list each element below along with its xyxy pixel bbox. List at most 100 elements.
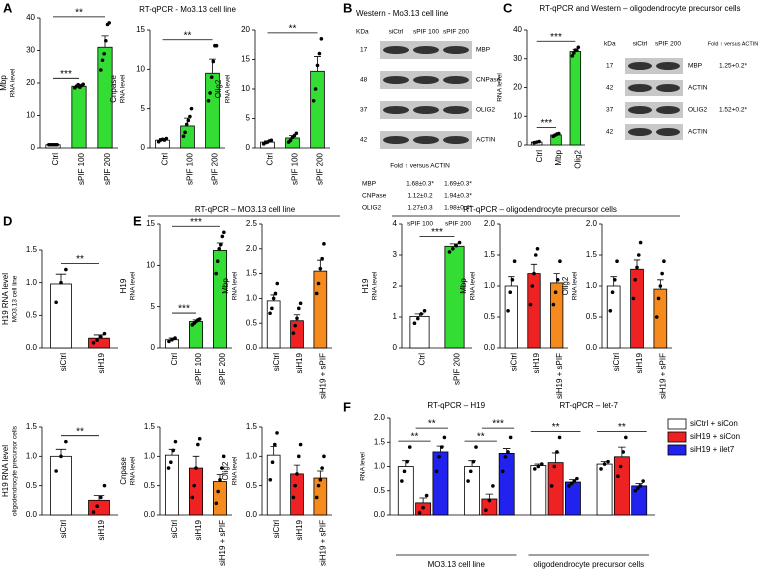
fold-cell: 1.12±0.2: [407, 193, 433, 200]
data-point: [76, 82, 80, 87]
significance-label: ***: [190, 217, 202, 228]
x-tick-label: Ctrl: [266, 153, 275, 166]
data-point: [268, 478, 273, 482]
data-point: [447, 250, 452, 254]
data-point: [296, 306, 301, 311]
y-tick-label: 15: [146, 219, 155, 228]
y-tick-label: 1.0: [374, 462, 386, 471]
data-point: [553, 290, 558, 295]
y-tick-label: 5: [141, 104, 146, 113]
x-tick-label: siCtrl: [170, 520, 179, 538]
y-axis-label: H19 RNA level: [1, 445, 10, 497]
lane-label: sPIF 100: [413, 29, 439, 36]
y-tick-label: 0.5: [26, 481, 38, 490]
y-tick-label: 2: [393, 281, 398, 290]
data-point: [424, 493, 429, 498]
significance-label: **: [289, 23, 297, 34]
x-tick-label: sPIF 200: [316, 152, 325, 185]
data-point: [484, 508, 488, 512]
x-tick-label: Ctrl: [535, 150, 544, 163]
data-point: [55, 142, 59, 147]
error-bar: [553, 273, 560, 283]
data-point: [654, 315, 659, 319]
blot-band: [443, 106, 469, 114]
x-tick-label: siH19 + sPIF: [555, 353, 564, 399]
blot-row-label: OLIG2: [688, 107, 708, 114]
data-point: [555, 450, 559, 454]
data-point: [216, 489, 220, 494]
data-point: [296, 454, 301, 459]
data-point: [635, 265, 639, 270]
significance-label: **: [76, 426, 84, 437]
y-tick-label: 1: [393, 312, 398, 321]
data-point: [320, 256, 324, 261]
data-point: [95, 338, 99, 342]
data-point: [506, 309, 510, 313]
bar: [498, 453, 515, 516]
data-point: [59, 280, 63, 285]
significance-label: ***: [178, 304, 190, 315]
blot-band: [656, 84, 680, 92]
y-tick-label: 0: [518, 140, 523, 149]
data-point: [412, 321, 417, 326]
data-point: [102, 51, 106, 56]
blot-band: [656, 106, 680, 114]
x-tick-label: siH19: [97, 519, 106, 540]
error-bar: [317, 470, 324, 479]
y-tick-label: 10: [513, 111, 522, 120]
fold-cell: 1.68±0.3*: [406, 181, 434, 188]
y-axis-label: MO3.13 cell line: [12, 275, 19, 322]
kda: 48: [360, 77, 368, 84]
y-axis-label: RNA level: [360, 452, 367, 481]
y-axis-label: RNA level: [572, 271, 579, 300]
data-point: [439, 445, 444, 449]
legend-label: siCtrl + siCon: [690, 419, 738, 428]
data-point: [457, 240, 462, 245]
y-axis-label: RNA level: [225, 74, 232, 103]
data-point: [621, 450, 625, 454]
data-point: [314, 291, 319, 296]
data-point: [215, 259, 220, 264]
data-point: [508, 290, 513, 295]
bar: [527, 273, 541, 349]
data-point: [570, 54, 575, 58]
data-point: [194, 466, 198, 470]
fold-cell: MBP: [362, 181, 376, 188]
fold-column: sPIF 200: [445, 221, 471, 228]
data-point: [437, 455, 441, 459]
data-point: [181, 134, 186, 138]
y-axis-label: RNA level: [130, 271, 137, 300]
y-axis-label: Mbp: [221, 278, 230, 294]
y-axis-label: RNA level: [232, 271, 239, 300]
data-point: [99, 495, 103, 500]
data-point: [556, 131, 561, 136]
data-point: [422, 309, 427, 313]
x-tick-label: siH19: [635, 352, 644, 373]
data-point: [275, 281, 280, 286]
chart-subtitle: RT-qPCR – H19: [427, 401, 485, 410]
data-point: [295, 316, 299, 321]
blot-band: [413, 136, 439, 144]
data-point: [196, 442, 200, 447]
panel-header: RT-qPCR – oligodendrocyte precursor cell…: [463, 205, 617, 214]
data-point: [214, 271, 218, 276]
data-point: [293, 483, 298, 488]
data-point: [537, 139, 541, 144]
y-axis-label: RNA level: [497, 73, 504, 102]
x-tick-label: siH19: [97, 352, 106, 373]
data-point: [416, 316, 420, 321]
data-point: [316, 483, 321, 488]
significance-label: **: [428, 419, 436, 430]
x-tick-label: siCtrl: [612, 353, 621, 371]
data-point: [602, 462, 607, 466]
y-axis-label: Mbp: [0, 75, 8, 91]
data-point: [102, 483, 107, 488]
y-axis-label: Olig2: [221, 461, 230, 480]
y-axis-label: Olig2: [561, 276, 570, 295]
y-axis-label: H19: [119, 278, 128, 293]
y-tick-label: 1.5: [484, 250, 496, 259]
panel-letter: C: [503, 0, 513, 15]
y-tick-label: 0.5: [26, 310, 38, 319]
blot-row-label: MBP: [688, 63, 702, 70]
error-bar: [270, 445, 277, 456]
